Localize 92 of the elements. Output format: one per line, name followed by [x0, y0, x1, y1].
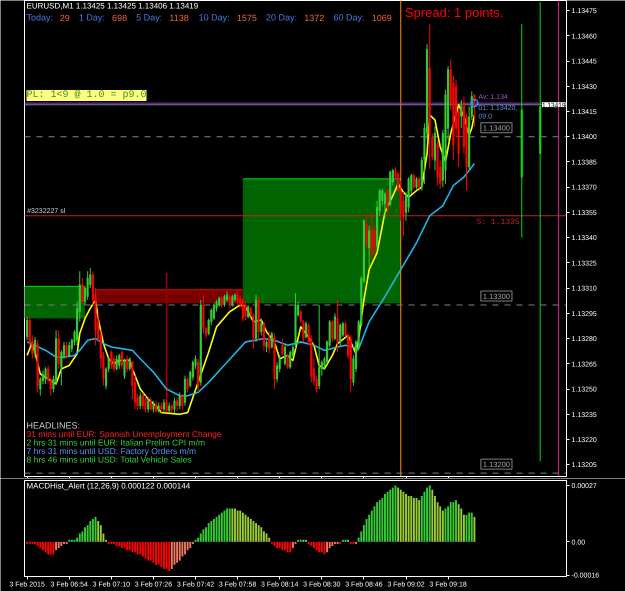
- candlestick: [81, 278, 84, 306]
- candlestick: [220, 296, 223, 309]
- candlestick: [260, 318, 262, 336]
- candlestick: [152, 400, 154, 414]
- candlestick: [139, 392, 142, 410]
- candlestick: [150, 396, 152, 412]
- annotation: 8 hrs 46 mins until USD: Total Vehicle Sales: [26, 454, 192, 464]
- candlestick: [116, 354, 118, 372]
- candlestick: [176, 396, 178, 412]
- ref-line-label: S: 1.1335: [476, 218, 520, 227]
- candlestick: [228, 294, 231, 309]
- candlestick: [418, 176, 420, 190]
- candlestick: [539, 2, 542, 462]
- candlestick: [68, 341, 70, 358]
- candlestick: [110, 350, 112, 370]
- candlestick: [44, 366, 47, 384]
- candlestick: [244, 301, 247, 321]
- candlestick: [334, 312, 336, 341]
- candlestick: [112, 354, 116, 373]
- candlestick: [289, 350, 292, 370]
- annotation: 31 mins until EUR: Spanish Unemployment Change: [26, 429, 222, 439]
- annotation: 1372: [304, 13, 324, 23]
- candlestick: [270, 331, 273, 350]
- candlestick: [166, 398, 168, 414]
- annotation: 1138: [169, 13, 189, 23]
- candlestick: [223, 294, 226, 308]
- candlestick: [181, 394, 184, 410]
- candlestick: [247, 304, 250, 319]
- candlestick: [415, 176, 418, 190]
- candlestick: [186, 376, 189, 393]
- candlestick: [284, 344, 286, 366]
- candlestick: [304, 321, 308, 340]
- candlestick: [412, 173, 415, 190]
- annotation: 1575: [236, 13, 257, 23]
- candlestick: [236, 292, 239, 306]
- candlestick: [281, 338, 284, 356]
- candlestick: [368, 225, 370, 268]
- candlestick: [218, 296, 220, 308]
- candlestick: [66, 341, 68, 360]
- annotation: 1069: [372, 13, 392, 23]
- candlestick: [168, 402, 170, 414]
- annotation: 698: [112, 13, 128, 23]
- candlestick: [226, 290, 228, 302]
- candlestick: [231, 294, 234, 308]
- candlestick: [128, 356, 131, 372]
- candlestick: [178, 392, 181, 410]
- annotation: 1 Day:: [78, 12, 105, 22]
- annotation: 29: [60, 13, 70, 23]
- annotation: 5 Day:: [136, 12, 162, 22]
- candlestick: [336, 299, 339, 353]
- candlestick: [120, 350, 123, 370]
- line-series: [26, 104, 476, 416]
- candlestick: [126, 354, 128, 373]
- candlestick: [162, 398, 166, 414]
- candlestick: [147, 396, 150, 414]
- annotation: HEADLINES:: [26, 420, 80, 430]
- candlestick: [265, 340, 268, 353]
- candlestick: [339, 322, 342, 348]
- candlestick: [262, 321, 265, 351]
- candlestick: [460, 99, 462, 129]
- annotation: 60 Day:: [333, 12, 364, 22]
- candlestick: [365, 216, 368, 250]
- candlestick: [212, 302, 216, 321]
- annotation: PL: 1<9 @ 1.0 = p9.0: [26, 89, 147, 101]
- candlestick: [144, 395, 147, 414]
- candlestick: [286, 353, 289, 370]
- candlestick: [26, 316, 28, 341]
- candlestick: [268, 331, 270, 354]
- candlestick: [184, 375, 186, 406]
- candlestick: [118, 353, 120, 370]
- candlestick: [34, 336, 36, 358]
- candlestick: [384, 192, 386, 218]
- annotation: Today:: [26, 12, 54, 22]
- chart-title: MACDHist_Alert (12,26,9) 0.000122 0.000144: [26, 482, 191, 490]
- candlestick: [197, 358, 200, 393]
- annotation: 10 Day:: [198, 12, 230, 22]
- candlestick: [242, 298, 244, 322]
- candlestick: [318, 304, 320, 390]
- candlestick: [386, 188, 389, 213]
- annotation: Spread: 1 points.: [404, 5, 504, 20]
- candlestick: [158, 402, 160, 414]
- candlestick: [154, 400, 158, 414]
- candlestick: [202, 294, 204, 334]
- chart-title: EURUSD,M1 1.13425 1.13425 1.13406 1.13419: [26, 2, 199, 10]
- candlestick: [142, 392, 144, 410]
- annotation: 7 hrs 31 mins until USD: Factory Orders m/m: [26, 446, 196, 456]
- candlestick: [123, 358, 126, 380]
- candlestick: [160, 402, 162, 414]
- annotation: 20 Day:: [266, 12, 298, 22]
- annotation: 2 hrs 31 mins until EUR: Italian Prelim CPI m/m: [26, 438, 206, 448]
- candlestick: [173, 396, 176, 414]
- candlestick: [331, 320, 334, 342]
